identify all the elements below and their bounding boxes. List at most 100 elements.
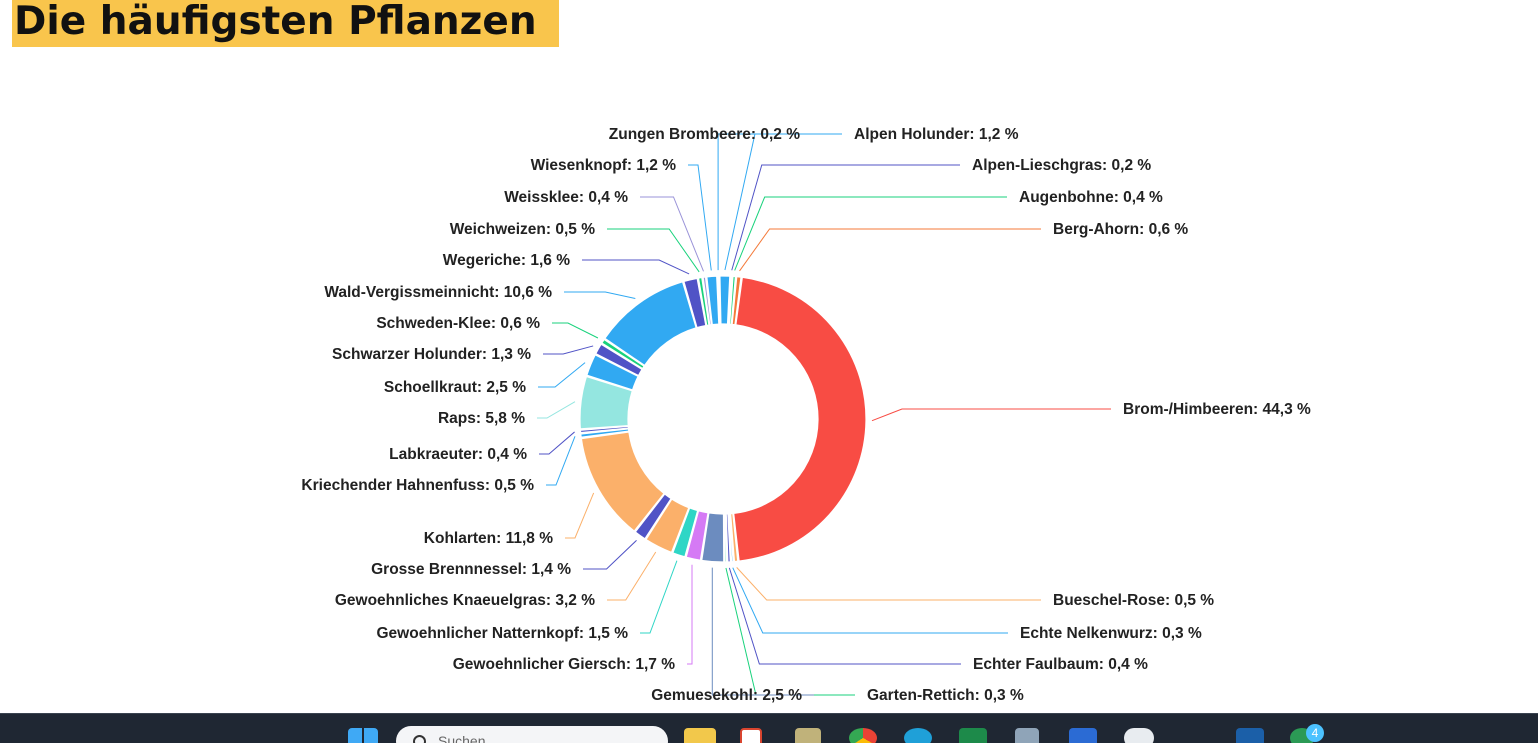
slice-schwarzer-holunder[interactable]: [595, 343, 643, 377]
leader-echte-nelkenwurz: [732, 567, 1008, 634]
data-label-alpen-lieschgras: Alpen-Lieschgras: 0,2 %: [972, 157, 1151, 174]
leader-garten-rettich: [725, 567, 855, 696]
data-label-gewoehnlicher-giersch: Gewoehnlicher Giersch: 1,7 %: [453, 656, 675, 673]
data-label-kohlarten: Kohlarten: 11,8 %: [424, 530, 553, 547]
excel-icon[interactable]: [959, 728, 987, 743]
data-label-wiesenknopf: Wiesenknopf: 1,2 %: [531, 157, 677, 174]
page-title: Die häufigsten Pflanzen: [12, 0, 559, 47]
data-label-augenbohne: Augenbohne: 0,4 %: [1019, 189, 1163, 206]
slice-bueschel-rose[interactable]: [729, 512, 739, 563]
leader-weissklee: [640, 196, 704, 272]
slice-brom-himbeeren[interactable]: [733, 276, 867, 562]
data-label-gewoehnliches-knaeuelgras: Gewoehnliches Knaeuelgras: 3,2 %: [335, 592, 595, 609]
slice-gemuesekohl[interactable]: [701, 512, 725, 563]
leader-augenbohne: [734, 196, 1007, 271]
taskbar-search-placeholder: Suchen: [438, 733, 486, 743]
data-label-schwarzer-holunder: Schwarzer Holunder: 1,3 %: [332, 346, 531, 363]
slice-echte-nelkenwurz[interactable]: [728, 513, 734, 563]
slice-alpen-lieschgras[interactable]: [727, 275, 733, 325]
notification-badge: 4: [1306, 724, 1324, 742]
leader-weichweizen: [607, 228, 700, 273]
search-icon: [413, 735, 426, 743]
data-label-gewoehnlicher-natternkopf: Gewoehnlicher Natternkopf: 1,5 %: [377, 625, 629, 642]
windows-start-icon[interactable]: [348, 728, 378, 743]
slice-gewoehnlicher-natternkopf[interactable]: [672, 507, 699, 558]
chart-leader-lines: [537, 133, 1111, 696]
slice-gewoehnlicher-giersch[interactable]: [685, 510, 709, 561]
slice-gewoehnliches-knaeuelgras[interactable]: [645, 498, 690, 554]
leader-alpen-holunder: [724, 133, 842, 271]
leader-schoellkraut: [538, 362, 586, 388]
leader-gewoehnlicher-natternkopf: [640, 560, 678, 634]
slice-wald-vergissmeinnicht[interactable]: [604, 281, 697, 367]
edge-icon[interactable]: [904, 728, 932, 743]
slice-weichweizen[interactable]: [697, 276, 710, 327]
leader-gewoehnlicher-giersch: [687, 564, 693, 665]
data-label-bueschel-rose: Bueschel-Rose: 0,5 %: [1053, 592, 1214, 609]
data-label-schweden-klee: Schweden-Klee: 0,6 %: [376, 315, 540, 332]
leader-echter-faulbaum: [728, 567, 961, 665]
slice-grosse-brennnessel[interactable]: [634, 493, 672, 540]
word-icon[interactable]: [1069, 728, 1097, 743]
mail-icon[interactable]: [1236, 728, 1264, 743]
slice-wegeriche[interactable]: [683, 277, 707, 329]
data-label-brom-himbeeren: Brom-/Himbeeren: 44,3 %: [1123, 401, 1311, 418]
donut-chart: Brom-/Himbeeren: 44,3 % Bueschel-Rose: 0,…: [301, 126, 1311, 704]
data-label-gemuesekohl: Gemuesekohl: 2,5 %: [651, 687, 802, 704]
data-label-echte-nelkenwurz: Echte Nelkenwurz: 0,3 %: [1020, 625, 1202, 642]
chart-data-labels: Brom-/Himbeeren: 44,3 % Bueschel-Rose: 0,…: [301, 126, 1311, 704]
slice-weissklee[interactable]: [702, 276, 713, 326]
data-label-grosse-brennnessel: Grosse Brennnessel: 1,4 %: [371, 561, 571, 578]
data-label-schoellkraut: Schoellkraut: 2,5 %: [384, 379, 526, 396]
leader-wald-vergissmeinnicht: [564, 291, 636, 300]
slice-kriechender-hahnenfuss[interactable]: [580, 428, 630, 438]
file-explorer-icon[interactable]: [684, 728, 716, 743]
data-label-weissklee: Weissklee: 0,4 %: [504, 189, 628, 206]
leader-grosse-brennnessel: [583, 539, 637, 570]
data-label-wegeriche: Wegeriche: 1,6 %: [443, 252, 570, 269]
leader-zungen-brombeere: [717, 133, 812, 271]
leader-wiesenknopf: [688, 164, 712, 271]
taskbar: Suchen 4: [0, 713, 1538, 743]
slice-schweden-klee[interactable]: [601, 338, 645, 370]
slice-labkraeuter[interactable]: [579, 425, 630, 434]
slice-raps[interactable]: [579, 375, 634, 430]
leader-schwarzer-holunder: [543, 345, 594, 355]
leader-brom-himbeeren: [871, 408, 1111, 422]
leader-schweden-klee: [552, 322, 599, 339]
data-label-weichweizen: Weichweizen: 0,5 %: [450, 221, 596, 238]
slice-garten-rettich[interactable]: [723, 513, 728, 563]
cloud-icon[interactable]: [1124, 728, 1154, 743]
leader-kriechender-hahnenfuss: [546, 436, 576, 486]
data-label-kriechender-hahnenfuss: Kriechender Hahnenfuss: 0,5 %: [301, 477, 534, 494]
data-label-wald-vergissmeinnicht: Wald-Vergissmeinnicht: 10,6 %: [324, 284, 552, 301]
taskbar-search[interactable]: Suchen: [396, 726, 668, 743]
slice-augenbohne[interactable]: [729, 275, 737, 326]
data-label-alpen-holunder: Alpen Holunder: 1,2 %: [854, 126, 1019, 143]
slice-berg-ahorn[interactable]: [731, 276, 742, 326]
leader-alpen-lieschgras: [731, 164, 960, 271]
leader-kohlarten: [565, 492, 595, 539]
chrome-icon[interactable]: [849, 728, 877, 743]
data-label-berg-ahorn: Berg-Ahorn: 0,6 %: [1053, 221, 1188, 238]
slice-echter-faulbaum[interactable]: [725, 513, 731, 563]
chart-slices: [579, 275, 867, 563]
slice-wiesenknopf[interactable]: [706, 275, 720, 326]
pen-icon[interactable]: [795, 728, 821, 743]
leader-raps: [537, 401, 576, 419]
data-label-raps: Raps: 5,8 %: [438, 410, 525, 427]
leader-bueschel-rose: [736, 567, 1041, 601]
leader-gewoehnliches-knaeuelgras: [607, 551, 657, 601]
data-label-labkraeuter: Labkraeuter: 0,4 %: [389, 446, 527, 463]
slice-alpen-holunder[interactable]: [719, 275, 731, 325]
calendar-app-icon[interactable]: [740, 728, 762, 743]
leader-berg-ahorn: [739, 228, 1041, 272]
slice-zungen-brombeere[interactable]: [717, 275, 721, 325]
slice-schoellkraut[interactable]: [586, 354, 639, 391]
slice-kohlarten[interactable]: [580, 431, 665, 532]
calculator-icon[interactable]: [1015, 728, 1039, 743]
leader-labkraeuter: [539, 431, 575, 455]
data-label-zungen-brombeere: Zungen Brombeere: 0,2 %: [609, 126, 800, 143]
data-label-garten-rettich: Garten-Rettich: 0,3 %: [867, 687, 1024, 704]
leader-gemuesekohl: [711, 567, 814, 696]
